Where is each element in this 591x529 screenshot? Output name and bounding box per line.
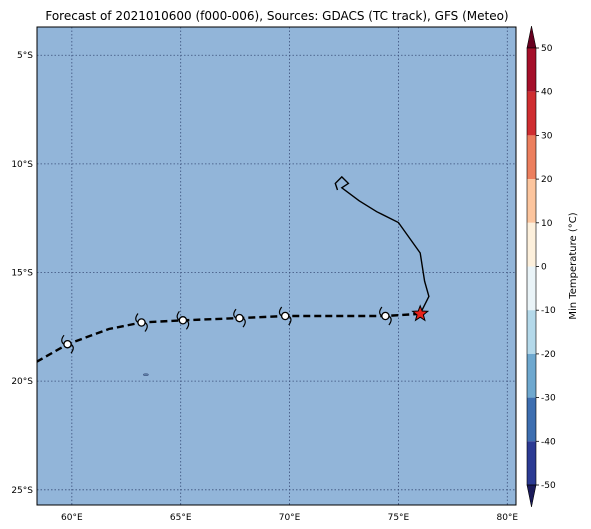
storm-symbols [61,304,430,354]
latitude-label: 20°S [11,377,33,387]
colorbar-extend-bottom [526,484,537,508]
longitude-label: 75°E [388,513,410,523]
past-track-line [334,175,430,315]
colorbar-tick-label: -30 [541,394,556,404]
colorbar-tick-label: 40 [541,88,553,98]
ocean-background [37,27,516,505]
latitude-label: 5°S [17,51,33,61]
figure-title: Forecast of 2021010600 (f000-006), Sourc… [45,9,508,23]
colorbar-band [527,266,536,311]
cyclone-symbol-icon [135,313,148,332]
latitude-label: 10°S [11,160,33,170]
longitude-labels: 60°E 65°E 70°E 75°E 80°E [61,513,518,523]
colorbar-tick-label: 10 [541,219,553,229]
colorbar-band [527,353,536,398]
colorbar-tick-label: 30 [541,131,553,141]
colorbar-band [527,179,536,223]
colorbar-band [527,135,536,180]
colorbar-extend-top [526,25,537,49]
cyclone-symbol-icon [379,306,392,326]
colorbar-tick-label: -10 [541,306,556,316]
island-shape [143,373,149,376]
cyclone-symbol-icon [233,308,246,328]
longitude-label: 60°E [61,513,83,523]
map-panel: 60°E 65°E 70°E 75°E 80°E 5°S 10°S 15°S 20°S 25°S [11,26,518,523]
graticule [37,27,516,505]
colorbar-bands [526,25,537,508]
map-frame [36,26,517,506]
colorbar-tick-label: -40 [541,437,556,447]
colorbar-tick-label: -20 [541,350,556,360]
longitude-label: 70°E [279,513,301,523]
cyclone-symbol-icon [61,334,74,354]
island-layer [143,373,149,376]
cyclone-symbol-icon [278,306,292,326]
longitude-label: 65°E [170,513,192,523]
colorbar-band [527,91,536,136]
colorbar-band [527,310,536,354]
colorbar-band [527,48,536,92]
colorbar-tick-label: 0 [541,263,547,273]
latitude-label: 25°S [11,486,33,496]
latitude-labels: 5°S 10°S 15°S 20°S 25°S [11,51,33,496]
current-position-star-icon [411,304,430,322]
colorbar-label: Min Temperature (°C) [568,212,579,319]
longitude-label: 80°E [496,513,518,523]
colorbar-band [527,397,536,442]
colorbar-band [527,441,536,485]
colorbar-band [527,222,536,267]
latitude-label: 15°S [11,269,33,279]
colorbar-ticks: 50 40 30 20 10 0 -10 -20 -30 -40 -50 [536,44,556,491]
colorbar-tick-label: -50 [541,481,556,491]
colorbar-tick-label: 50 [541,44,553,54]
cyclone-symbol-icon [176,310,190,330]
colorbar: 50 40 30 20 10 0 -10 -20 -30 -40 -50 Min Temperatu… [526,25,579,508]
colorbar-tick-label: 20 [541,175,553,185]
